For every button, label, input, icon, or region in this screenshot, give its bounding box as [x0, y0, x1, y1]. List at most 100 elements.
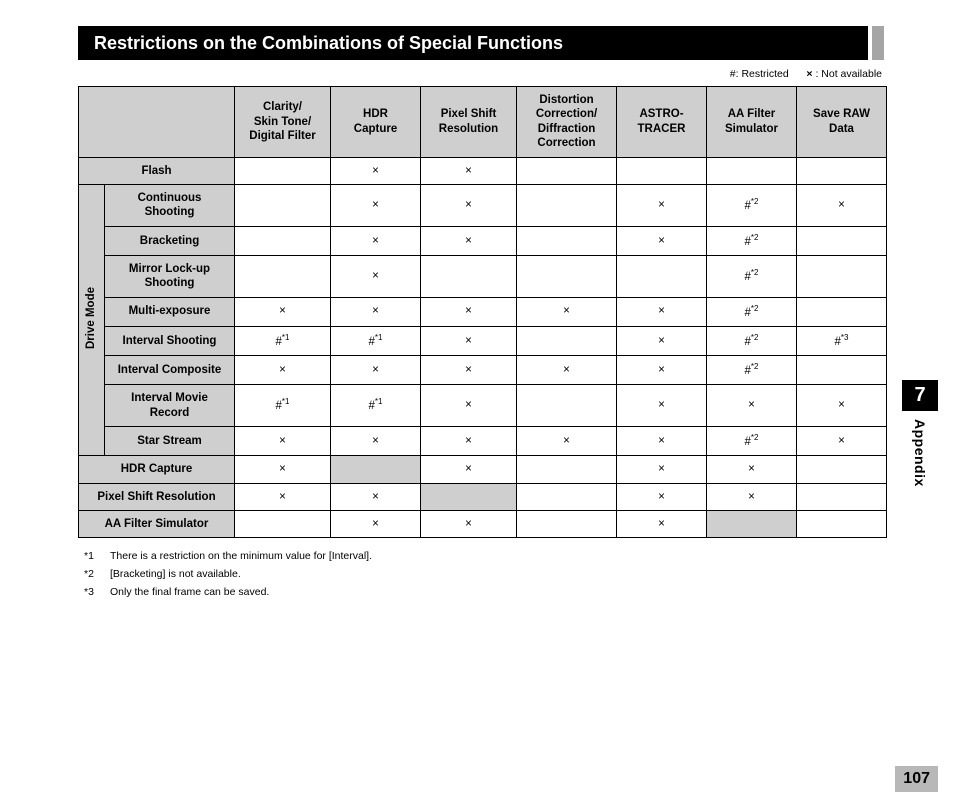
row-label: HDR Capture [79, 456, 235, 483]
chapter-label: Appendix [912, 419, 928, 487]
table-row: Interval Shooting#*1#*1××#*2#*3 [79, 326, 887, 355]
cell: × [331, 510, 421, 537]
row-label: Multi-exposure [105, 297, 235, 326]
page-title: Restrictions on the Combinations of Spec… [78, 26, 868, 60]
cell: × [235, 355, 331, 384]
drive-mode-group-label: Drive Mode [79, 184, 105, 455]
table-row: Bracketing×××#*2 [79, 226, 887, 255]
cell: × [235, 456, 331, 483]
legend-restricted-label: : Restricted [736, 68, 789, 80]
cell [235, 226, 331, 255]
cell: × [421, 456, 517, 483]
table-row: Multi-exposure×××××#*2 [79, 297, 887, 326]
header-corner [79, 87, 235, 158]
row-label: Mirror Lock-upShooting [105, 255, 235, 297]
cell: × [331, 184, 421, 226]
cell: #*2 [707, 255, 797, 297]
cell: × [617, 510, 707, 537]
cell: × [617, 184, 707, 226]
cell [235, 255, 331, 297]
row-label: Pixel Shift Resolution [79, 483, 235, 510]
legend-na-symbol: × [803, 68, 815, 80]
cell [797, 297, 887, 326]
column-header: Clarity/Skin Tone/Digital Filter [235, 87, 331, 158]
cell [797, 483, 887, 510]
cell [797, 355, 887, 384]
cell: × [331, 157, 421, 184]
cell: × [617, 483, 707, 510]
cell: × [797, 184, 887, 226]
cell: × [421, 226, 517, 255]
cell: × [517, 355, 617, 384]
cell: × [617, 326, 707, 355]
cell [617, 255, 707, 297]
cell: #*1 [331, 326, 421, 355]
table-row: Drive ModeContinuousShooting×××#*2× [79, 184, 887, 226]
column-header: ASTRO-TRACER [617, 87, 707, 158]
row-label: ContinuousShooting [105, 184, 235, 226]
cell: × [707, 456, 797, 483]
row-label: AA Filter Simulator [79, 510, 235, 537]
cell: × [235, 426, 331, 455]
cell: × [707, 483, 797, 510]
cell: #*3 [797, 326, 887, 355]
cell: #*1 [331, 385, 421, 427]
column-header: HDRCapture [331, 87, 421, 158]
cell: × [797, 385, 887, 427]
column-header: Save RAWData [797, 87, 887, 158]
cell: × [331, 355, 421, 384]
cell [797, 510, 887, 537]
cell: × [235, 483, 331, 510]
cell: × [421, 355, 517, 384]
row-label: Flash [79, 157, 235, 184]
cell: #*1 [235, 326, 331, 355]
cell [235, 510, 331, 537]
restrictions-table: Clarity/Skin Tone/Digital FilterHDRCaptu… [78, 86, 887, 538]
cell [421, 483, 517, 510]
cell [517, 226, 617, 255]
cell: × [517, 297, 617, 326]
cell [517, 326, 617, 355]
cell: × [421, 326, 517, 355]
table-row: HDR Capture×××× [79, 456, 887, 483]
legend: #: Restricted ×: Not available [78, 68, 884, 80]
cell [517, 255, 617, 297]
cell: × [421, 184, 517, 226]
cell [517, 456, 617, 483]
cell: #*1 [235, 385, 331, 427]
table-row: AA Filter Simulator××× [79, 510, 887, 537]
cell: × [421, 297, 517, 326]
footnotes: *1There is a restriction on the minimum … [78, 548, 884, 602]
cell [617, 157, 707, 184]
row-label: Interval Composite [105, 355, 235, 384]
footnote: *1There is a restriction on the minimum … [84, 548, 884, 566]
table-row: Interval Composite×××××#*2 [79, 355, 887, 384]
cell: × [331, 255, 421, 297]
cell: × [331, 226, 421, 255]
cell [421, 255, 517, 297]
chapter-tab: 7 Appendix [902, 380, 938, 487]
cell [517, 184, 617, 226]
cell [517, 157, 617, 184]
cell: × [421, 157, 517, 184]
row-label: Star Stream [105, 426, 235, 455]
cell [235, 157, 331, 184]
cell [797, 226, 887, 255]
cell: #*2 [707, 226, 797, 255]
table-row: Star Stream×××××#*2× [79, 426, 887, 455]
cell: × [617, 385, 707, 427]
cell: #*2 [707, 326, 797, 355]
cell: × [797, 426, 887, 455]
cell: × [421, 385, 517, 427]
cell: × [235, 297, 331, 326]
cell: × [421, 426, 517, 455]
row-label: Interval Shooting [105, 326, 235, 355]
cell: × [617, 426, 707, 455]
cell: #*2 [707, 297, 797, 326]
chapter-number: 7 [902, 380, 938, 411]
cell [797, 456, 887, 483]
cell: #*2 [707, 355, 797, 384]
cell [331, 456, 421, 483]
table-row: Interval MovieRecord#*1#*1×××× [79, 385, 887, 427]
cell: × [617, 297, 707, 326]
